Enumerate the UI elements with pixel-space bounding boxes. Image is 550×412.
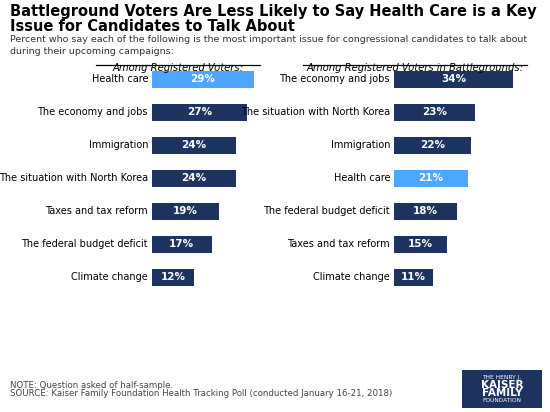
- Text: THE HENRY J.: THE HENRY J.: [482, 375, 521, 379]
- Text: Among Registered Voters in Battlegrounds:: Among Registered Voters in Battlegrounds…: [306, 63, 524, 73]
- Text: 22%: 22%: [420, 140, 445, 150]
- Text: KAISER: KAISER: [481, 380, 523, 390]
- Bar: [394, 236, 447, 253]
- Bar: [152, 169, 236, 187]
- Text: Climate change: Climate change: [314, 272, 390, 282]
- Bar: [152, 203, 218, 220]
- Text: The economy and jobs: The economy and jobs: [37, 107, 148, 117]
- Text: 23%: 23%: [422, 107, 447, 117]
- Text: Battleground Voters Are Less Likely to Say Health Care is a Key: Battleground Voters Are Less Likely to S…: [10, 4, 537, 19]
- Bar: [394, 70, 513, 87]
- Bar: [152, 70, 254, 87]
- Text: 29%: 29%: [190, 74, 215, 84]
- Text: 19%: 19%: [173, 206, 197, 216]
- Text: The situation with North Korea: The situation with North Korea: [0, 173, 148, 183]
- Text: 34%: 34%: [441, 74, 466, 84]
- Bar: [462, 370, 542, 408]
- Bar: [394, 203, 457, 220]
- Text: SOURCE: Kaiser Family Foundation Health Tracking Poll (conducted January 16-21, : SOURCE: Kaiser Family Foundation Health …: [10, 389, 392, 398]
- Text: 12%: 12%: [161, 272, 185, 282]
- Bar: [394, 103, 475, 120]
- Text: 11%: 11%: [401, 272, 426, 282]
- Text: 24%: 24%: [182, 173, 207, 183]
- Text: 24%: 24%: [182, 140, 207, 150]
- Text: 15%: 15%: [408, 239, 433, 249]
- Text: The federal budget deficit: The federal budget deficit: [263, 206, 390, 216]
- Text: 18%: 18%: [413, 206, 438, 216]
- Text: NOTE: Question asked of half-sample.: NOTE: Question asked of half-sample.: [10, 381, 173, 390]
- Text: 27%: 27%: [186, 107, 212, 117]
- Bar: [394, 269, 432, 286]
- Text: 21%: 21%: [418, 173, 443, 183]
- Text: Percent who say each of the following is the most important issue for congressio: Percent who say each of the following is…: [10, 35, 527, 56]
- Bar: [152, 103, 246, 120]
- Text: Taxes and tax reform: Taxes and tax reform: [45, 206, 148, 216]
- Text: The situation with North Korea: The situation with North Korea: [241, 107, 390, 117]
- Bar: [394, 136, 471, 154]
- Text: The economy and jobs: The economy and jobs: [279, 74, 390, 84]
- Bar: [394, 169, 468, 187]
- Text: Immigration: Immigration: [89, 140, 148, 150]
- Text: FAMILY: FAMILY: [482, 388, 522, 398]
- Text: Health care: Health care: [91, 74, 148, 84]
- Text: Immigration: Immigration: [331, 140, 390, 150]
- Text: The federal budget deficit: The federal budget deficit: [21, 239, 148, 249]
- Bar: [152, 136, 236, 154]
- Bar: [152, 269, 194, 286]
- Text: Issue for Candidates to Talk About: Issue for Candidates to Talk About: [10, 19, 295, 34]
- Text: FOUNDATION: FOUNDATION: [482, 398, 521, 403]
- Text: Climate change: Climate change: [72, 272, 148, 282]
- Text: Among Registered Voters:: Among Registered Voters:: [113, 63, 244, 73]
- Text: Taxes and tax reform: Taxes and tax reform: [287, 239, 390, 249]
- Bar: [152, 236, 212, 253]
- Text: Health care: Health care: [333, 173, 390, 183]
- Text: 17%: 17%: [169, 239, 194, 249]
